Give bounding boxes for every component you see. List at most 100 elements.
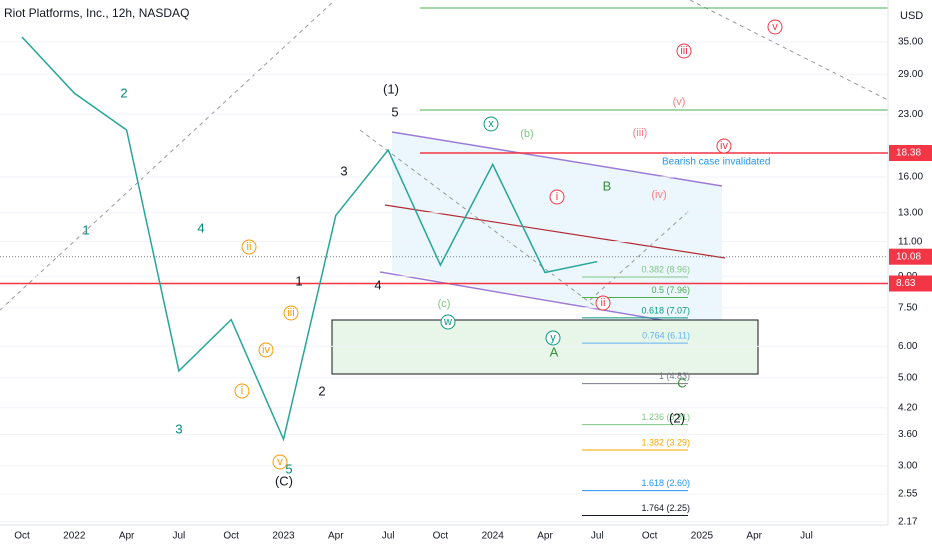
wave-label: i: [241, 385, 243, 397]
price-tag: [889, 145, 932, 162]
fib-label: 0.764 (6.11): [642, 330, 690, 340]
fib-label: 1 (4.83): [659, 371, 690, 381]
wave-circle: [234, 383, 250, 399]
wave-label: (b): [520, 128, 533, 140]
channel-mid: [384, 204, 726, 259]
x-tick-label: Oct: [223, 531, 239, 542]
wave-label: (1): [383, 81, 399, 96]
wave-label: B: [603, 178, 612, 193]
x-tick-label: Apr: [119, 531, 135, 542]
y-tick-label: 7.50: [898, 302, 918, 313]
y-tick-label: 23.00: [898, 109, 923, 120]
wave-label: iii: [680, 45, 687, 57]
wave-circle: [549, 189, 565, 205]
fib-label: 1.618 (2.60): [641, 478, 690, 488]
wave-circle: [283, 305, 299, 321]
x-tick-label: 2024: [482, 531, 505, 542]
y-tick-label: 11.00: [898, 236, 923, 247]
fib-label: 1.764 (2.25): [641, 503, 690, 513]
wave-label: y: [550, 332, 556, 344]
x-tick-label: Jul: [591, 531, 604, 542]
wave-circle: [258, 342, 274, 358]
y-tick-label: 3.00: [898, 461, 918, 472]
y-tick-label: 16.00: [898, 172, 923, 183]
wave-label: ii: [601, 297, 606, 309]
wave-circle: [545, 330, 561, 346]
wave-label: 5: [285, 461, 292, 476]
x-tick-label: Apr: [746, 531, 762, 542]
x-tick-label: Jul: [382, 531, 395, 542]
wave-circle: [483, 116, 499, 132]
x-tick-label: Apr: [537, 531, 553, 542]
y-tick-label: 29.00: [898, 69, 923, 80]
fib-label: 1.236 (3.81): [641, 412, 690, 422]
wave-label: 3: [175, 421, 182, 436]
x-tick-label: Apr: [328, 531, 344, 542]
wave-label: (v): [673, 96, 686, 108]
channel-fill: [392, 132, 722, 330]
wave-circle: [440, 314, 456, 330]
wave-label: (C): [275, 473, 293, 488]
wave-label: 1: [82, 222, 89, 237]
fib-label: 0.618 (7.07): [641, 305, 690, 315]
wave-label: (iv): [651, 189, 666, 201]
price-line-series: [21, 36, 598, 442]
wave-label: v: [772, 21, 778, 33]
wave-circle: [767, 19, 783, 35]
y-tick-label: 35.00: [898, 36, 923, 47]
target-box: [331, 319, 759, 375]
wave-label: 3: [340, 163, 347, 178]
price-tag: [889, 248, 932, 265]
wave-label: 4: [197, 220, 204, 235]
x-tick-label: 2025: [691, 531, 714, 542]
y-tick-label: 5.00: [898, 372, 918, 383]
wave-label: A: [550, 344, 559, 359]
fib-label: 0.5 (7.96): [651, 285, 690, 295]
x-tick-label: 2022: [63, 531, 86, 542]
wave-label: 5: [391, 104, 398, 119]
price-tag: [889, 275, 932, 292]
wave-label: v: [277, 456, 283, 468]
y-tick-label: 6.00: [898, 341, 918, 352]
fib-label: 1.382 (3.29): [641, 437, 690, 447]
x-tick-label: Oct: [14, 531, 30, 542]
price-tag-label: 8.63: [896, 278, 916, 289]
note: Bearish case invalidated: [662, 157, 770, 168]
currency: USD: [900, 10, 923, 22]
wave-label: 4: [374, 277, 381, 292]
y-tick-label: 4.20: [898, 402, 918, 413]
wave-label: C: [677, 375, 686, 390]
trend-dash: [359, 129, 601, 311]
wave-circle: [241, 239, 257, 255]
wave-label: (2): [669, 410, 685, 425]
wave-label: iii: [287, 307, 294, 319]
wave-label: 2: [120, 85, 127, 100]
wave-circle: [716, 138, 732, 154]
fib-label: 0.382 (8.96): [641, 264, 690, 274]
y-tick-label: 3.60: [898, 429, 918, 440]
x-tick-label: Oct: [642, 531, 658, 542]
x-tick-label: Jul: [800, 531, 813, 542]
wave-label: iv: [262, 344, 270, 356]
price-tag-label: 18.38: [896, 148, 921, 159]
chart-title: Riot Platforms, Inc., 12h, NASDAQ: [4, 6, 189, 20]
wave-circle: [676, 43, 692, 59]
wave-label: x: [488, 118, 494, 130]
x-tick-label: Oct: [433, 531, 449, 542]
wave-label: w: [443, 316, 452, 328]
wave-label: 2: [318, 383, 325, 398]
x-tick-label: 2023: [272, 531, 295, 542]
wave-label: iv: [720, 140, 728, 152]
wave-label: ii: [247, 241, 252, 253]
wave-label: (iii): [633, 127, 648, 139]
wave-label: i: [556, 191, 558, 203]
y-tick-label: 2.55: [898, 489, 918, 500]
price-tag-label: 10.08: [896, 251, 921, 262]
y-tick-label: 13.00: [898, 207, 923, 218]
wave-circle: [595, 295, 611, 311]
trend-dash: [589, 209, 691, 301]
wave-circle: [272, 454, 288, 470]
wave-label: 1: [295, 273, 302, 288]
trend-dash: [689, 0, 889, 101]
